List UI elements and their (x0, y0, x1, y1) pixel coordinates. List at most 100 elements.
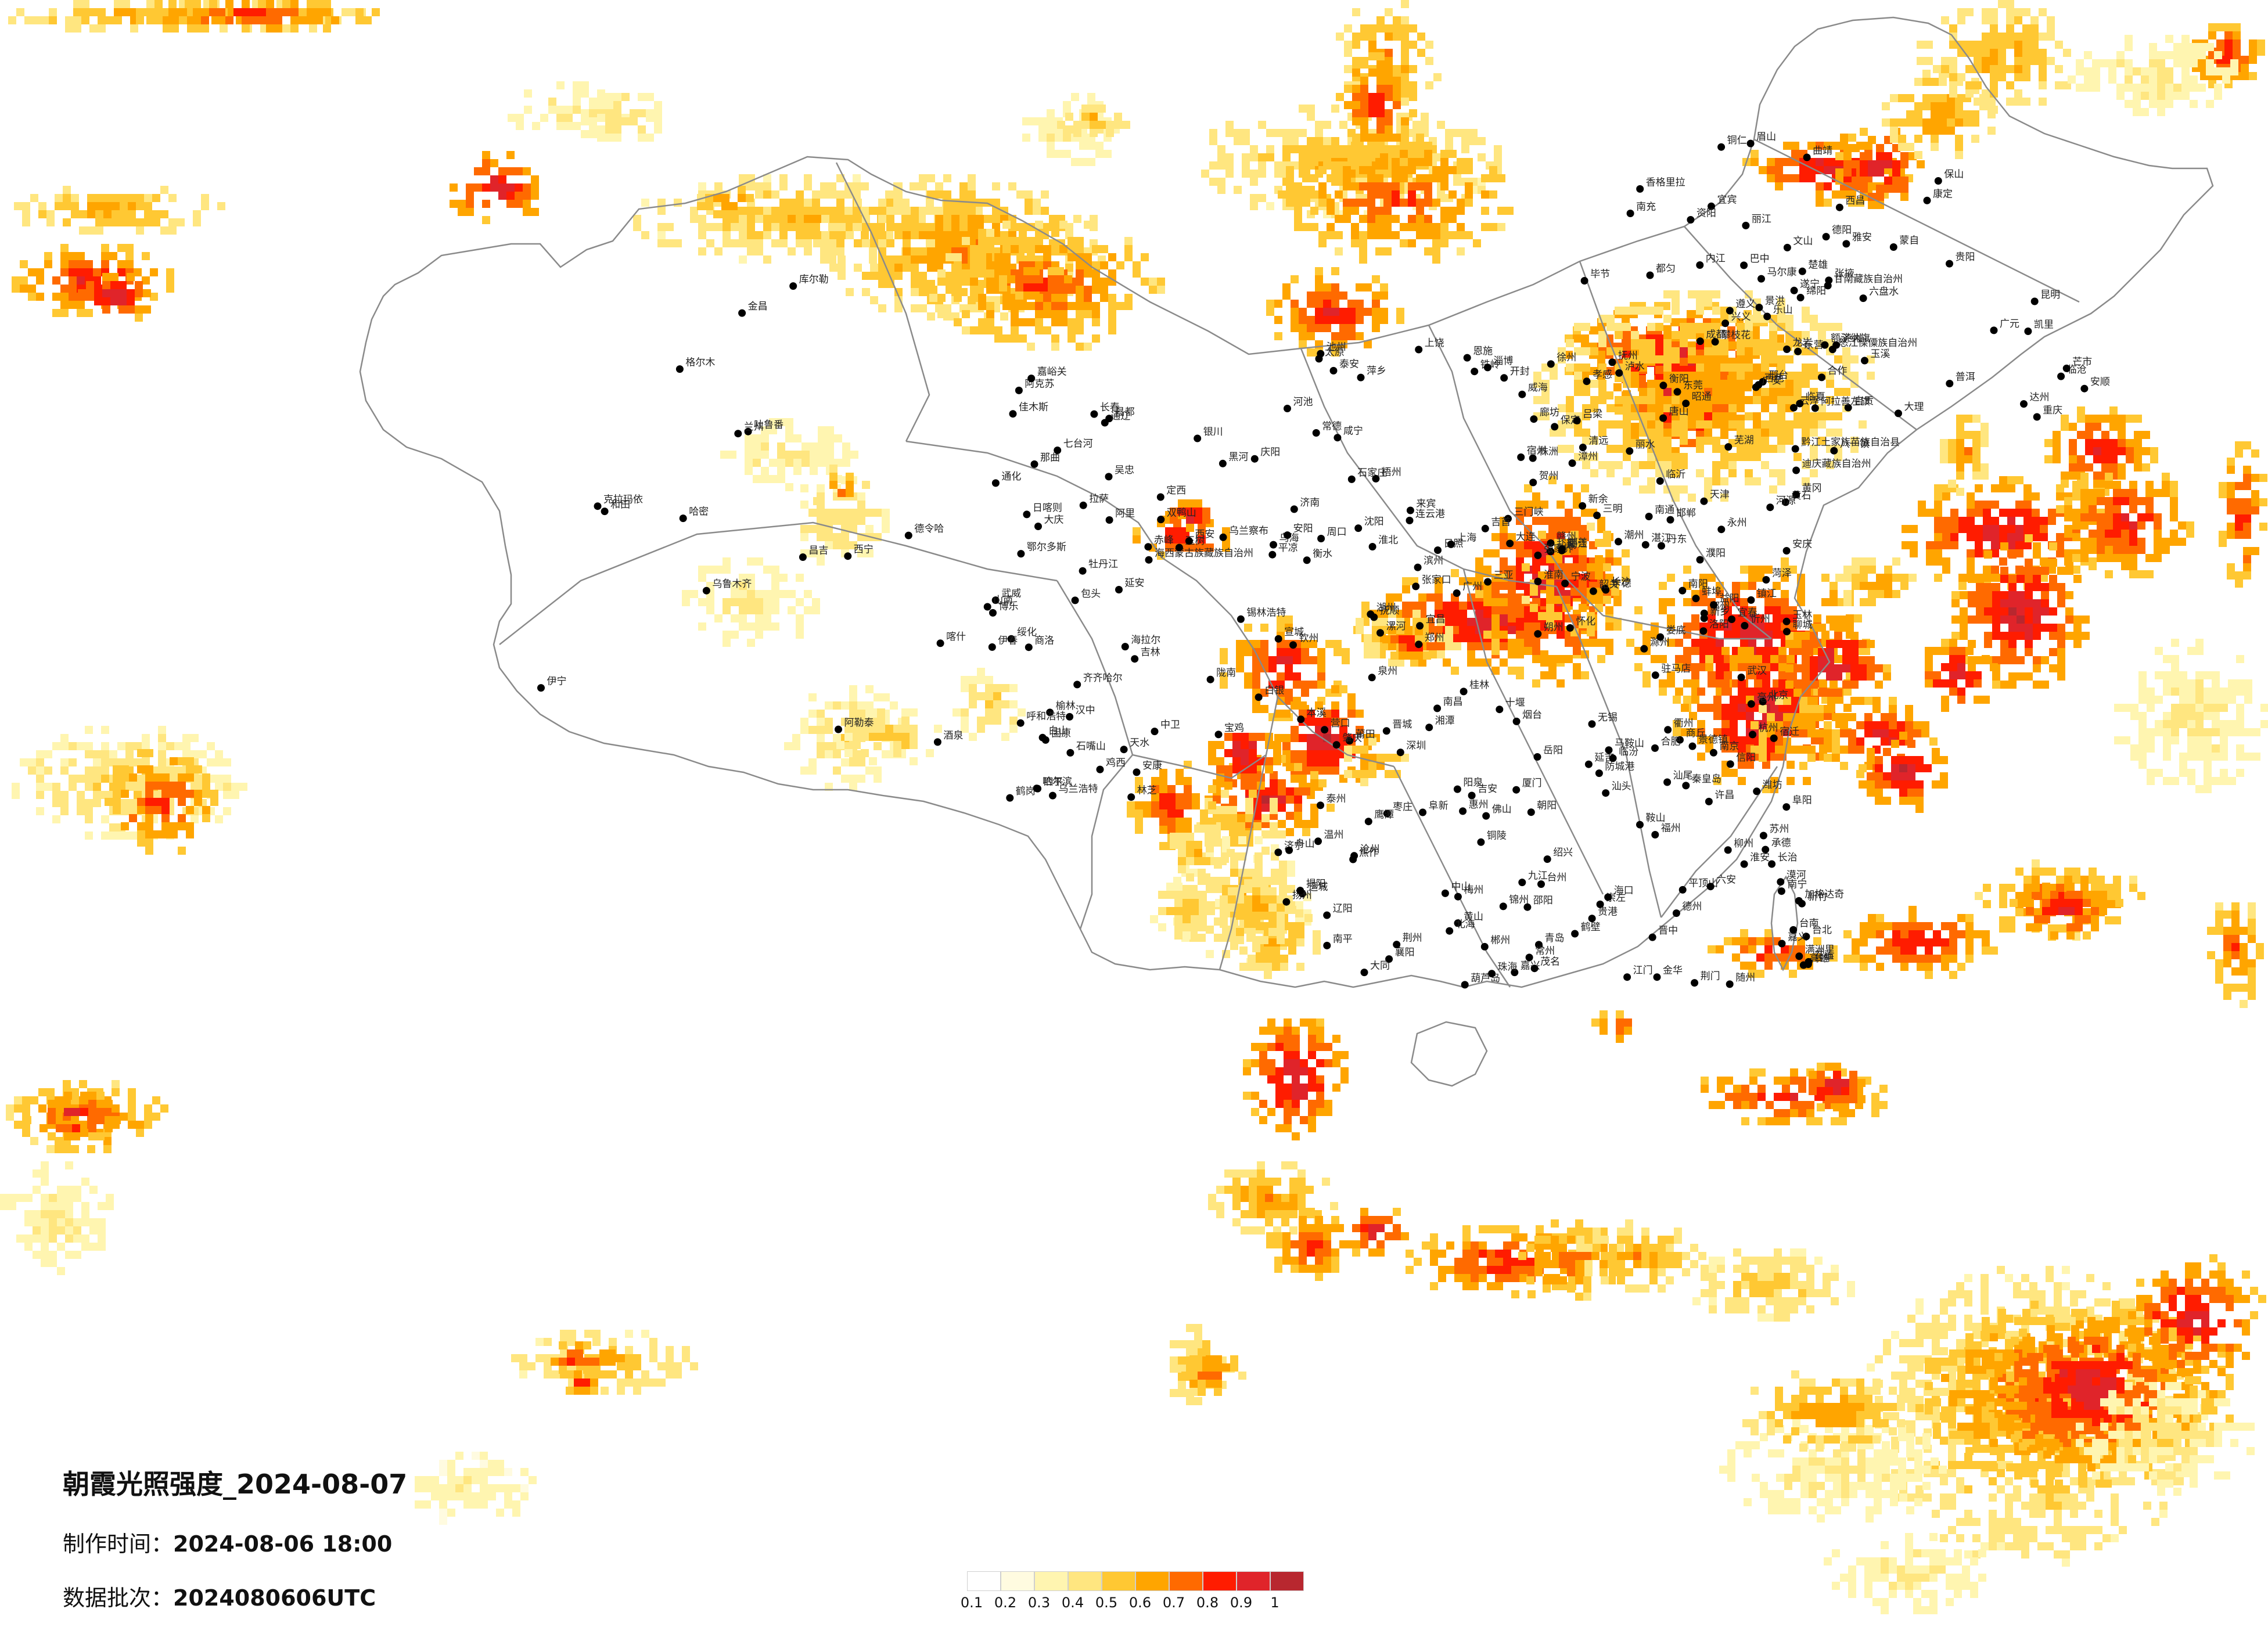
glow-cell (731, 239, 739, 247)
glow-cell (1818, 689, 1826, 697)
glow-cell (1067, 237, 1076, 245)
glow-cell (2022, 73, 2030, 81)
glow-cell (755, 239, 763, 247)
glow-cell (861, 239, 869, 247)
glow-cell (1400, 142, 1408, 150)
glow-cell (1258, 161, 1266, 170)
glow-cell (1807, 721, 1816, 729)
glow-cell (1079, 142, 1087, 150)
glow-cell (1457, 231, 1465, 239)
glow-cell (2133, 92, 2141, 100)
glow-cell (1293, 672, 1301, 681)
glow-cell (1385, 33, 1393, 41)
glow-cell (1299, 340, 1307, 348)
glow-cell (1914, 151, 1922, 159)
glow-cell (1900, 160, 1908, 168)
glow-cell (970, 294, 978, 302)
glow-cell (1047, 134, 1055, 142)
glow-cell (801, 459, 810, 467)
glow-cell (1286, 199, 1294, 207)
glow-cell (1467, 577, 1475, 585)
glow-cell (849, 758, 857, 766)
glow-cell (1448, 150, 1457, 158)
glow-cell (1100, 294, 1108, 302)
glow-cell (1647, 388, 1655, 396)
glow-cell (1367, 166, 1375, 174)
glow-cell (1704, 363, 1712, 372)
glow-cell (1931, 135, 1939, 143)
glow-cell (1331, 332, 1339, 340)
glow-cell (1016, 190, 1025, 199)
glow-cell (266, 16, 274, 24)
glow-cell (77, 252, 85, 260)
glow-cell (1842, 640, 1850, 648)
glow-cell (1745, 331, 1753, 339)
glow-cell (1516, 541, 1524, 549)
glow-cell (1206, 885, 1214, 893)
glow-cell (1663, 315, 1672, 323)
glow-cell (1680, 388, 1688, 396)
glow-cell (1033, 199, 1041, 207)
glow-cell (1730, 712, 1738, 720)
glow-cell (1982, 8, 1990, 16)
glow-cell (323, 24, 331, 33)
glow-cell (1432, 231, 1440, 239)
glow-cell (1500, 533, 1508, 541)
glow-cell (1081, 113, 1090, 121)
glow-cell (1011, 237, 1019, 245)
glow-cell (1574, 453, 1582, 461)
glow-cell (1667, 574, 1675, 582)
glow-cell (829, 465, 838, 473)
glow-cell (1323, 308, 1331, 316)
glow-cell (1775, 182, 1783, 190)
glow-cell (1696, 396, 1704, 404)
glow-cell (1516, 582, 1524, 590)
glow-cell (2165, 100, 2173, 108)
glow-cell (1900, 177, 1908, 185)
glow-cell (1483, 618, 1491, 626)
glow-cell (1581, 334, 1589, 343)
glow-cell (1570, 547, 1579, 555)
glow-cell (1376, 101, 1385, 109)
glow-cell (1748, 574, 1756, 582)
glow-cell (1598, 461, 1606, 469)
glow-cell (1566, 339, 1574, 347)
glow-cell (1299, 775, 1307, 783)
glow-cell (1680, 437, 1688, 445)
glow-cell (801, 451, 810, 459)
glow-cell (1317, 672, 1325, 681)
glow-cell (1244, 648, 1252, 656)
glow-cell (1475, 602, 1483, 610)
glow-cell (1603, 596, 1611, 604)
glow-cell (1947, 127, 1955, 135)
glow-cell (120, 202, 128, 210)
glow-cell (755, 190, 763, 199)
glow-cell (1336, 93, 1344, 101)
glow-cell (1730, 696, 1738, 704)
glow-cell (1623, 429, 1631, 437)
glow-cell (1307, 291, 1315, 300)
glow-cell (1266, 300, 1274, 308)
glow-cell (1252, 664, 1260, 672)
glow-cell (1236, 640, 1244, 648)
glow-cell (739, 207, 747, 215)
glow-cell (1615, 420, 1623, 429)
glow-cell (1675, 688, 1683, 696)
glow-cell (1435, 610, 1443, 618)
glow-cell (1291, 137, 1299, 145)
glow-cell (2039, 65, 2047, 73)
glow-cell (1267, 1027, 1275, 1035)
glow-cell (60, 285, 69, 293)
glow-cell (993, 708, 1001, 717)
glow-cell (1769, 372, 1777, 380)
glow-cell (1704, 323, 1712, 331)
glow-cell (714, 182, 723, 190)
glow-cell (2157, 108, 2165, 116)
glow-cell (1076, 237, 1084, 245)
glow-cell (1843, 574, 1852, 582)
glow-cell (1659, 582, 1667, 590)
glow-cell (2030, 49, 2039, 57)
glow-cell (1500, 557, 1508, 566)
glow-cell (1974, 57, 1982, 65)
